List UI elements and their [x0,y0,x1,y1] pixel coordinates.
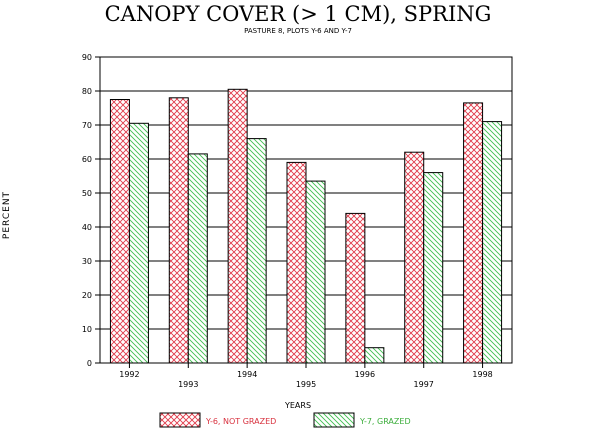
bar-y7-1996 [364,347,385,364]
x-tick-label: 1995 [296,380,316,389]
y-tick-label: 60 [82,155,92,164]
x-tick-label: 1998 [472,370,492,379]
bar-y6-1996 [345,212,366,364]
x-tick-label: 1996 [355,370,375,379]
bar-y7-1992 [128,122,149,364]
bar-y6-1992 [109,99,130,364]
legend: Y-6, NOT GRAZED Y-7, GRAZED [159,412,411,428]
bar-y7-1993 [187,153,208,364]
y-tick-label: 40 [82,223,92,232]
bar-y6-1995 [286,161,307,364]
x-axis-ticks: 1992 1993 1994 1995 1996 1997 1998 [119,363,493,389]
y-tick-label: 80 [82,87,92,96]
legend-label-y6: Y-6, NOT GRAZED [205,417,276,426]
chart-subtitle: PASTURE 8, PLOTS Y-6 AND Y-7 [244,27,352,35]
legend-swatch-y7 [313,412,355,428]
chart-title: CANOPY COVER (> 1 CM), SPRING [105,2,492,26]
bar-y7-1997 [423,172,444,364]
bar-y6-1997 [404,151,425,364]
y-tick-label: 50 [82,189,92,198]
y-tick-label: 90 [82,53,92,62]
y-tick-label: 20 [82,291,92,300]
y-tick-label: 0 [87,359,92,368]
bars [109,88,503,364]
legend-label-y7: Y-7, GRAZED [359,417,411,426]
bar-y6-1998 [463,102,484,364]
x-tick-label: 1997 [414,380,434,389]
x-tick-label: 1994 [237,370,257,379]
x-tick-label: 1993 [178,380,198,389]
bar-y6-1993 [168,97,189,364]
x-tick-label: 1992 [119,370,139,379]
y-tick-label: 10 [82,325,92,334]
y-tick-label: 30 [82,257,92,266]
legend-swatch-y6 [159,412,201,428]
bar-y7-1998 [482,121,503,364]
plot-frame [99,56,513,364]
x-axis-label: YEARS [284,401,311,410]
bar-y7-1995 [305,180,326,364]
y-axis-label: PERCENT [2,191,12,239]
bar-y7-1994 [246,138,267,364]
bar-y6-1994 [227,88,248,364]
y-tick-label: 70 [82,121,92,130]
y-axis-ticks: 0 10 20 30 40 50 60 70 80 90 [82,53,100,368]
